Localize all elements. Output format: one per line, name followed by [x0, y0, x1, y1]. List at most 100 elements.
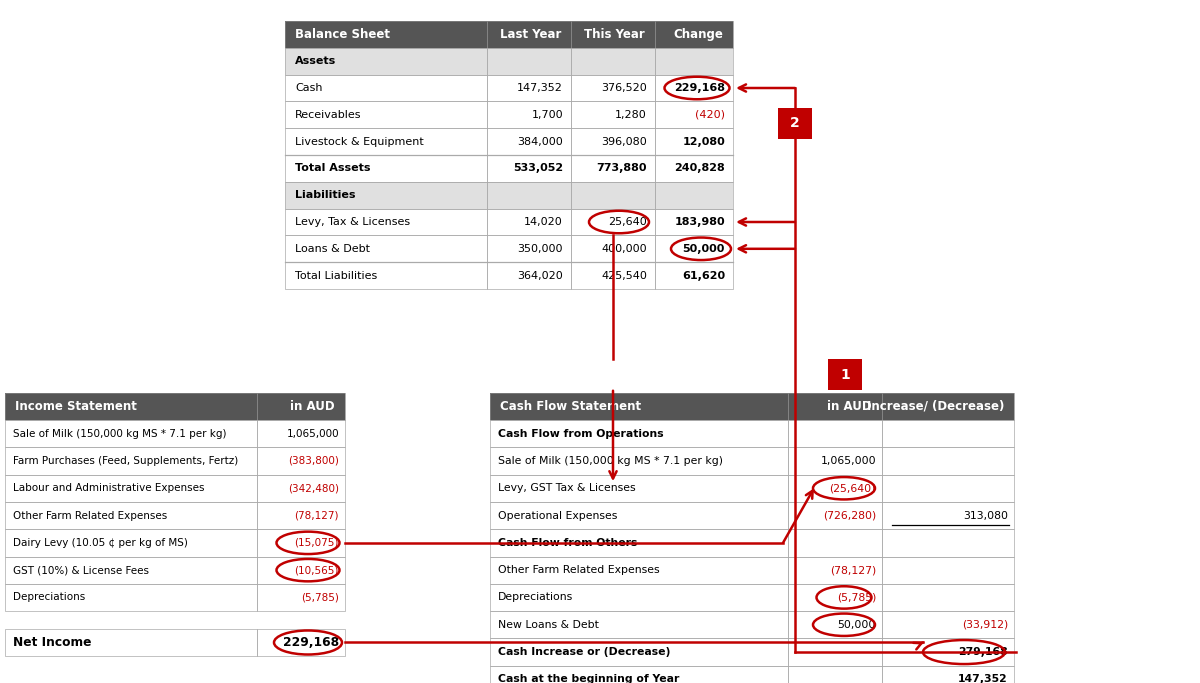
Text: 61,620: 61,620	[682, 270, 725, 281]
Bar	[5, 584, 257, 611]
Bar	[257, 420, 346, 447]
Bar	[286, 155, 487, 182]
Bar	[490, 666, 788, 683]
Text: Total Liabilities: Total Liabilities	[295, 270, 377, 281]
Bar	[882, 529, 1014, 557]
Text: (5,785): (5,785)	[301, 592, 338, 602]
Bar	[487, 101, 571, 128]
Bar	[490, 502, 788, 529]
Bar	[788, 502, 882, 529]
Text: Farm Purchases (Feed, Supplements, Fertz): Farm Purchases (Feed, Supplements, Fertz…	[13, 456, 239, 466]
Text: 1: 1	[840, 367, 850, 382]
Bar	[571, 48, 655, 74]
Bar	[788, 420, 882, 447]
Bar	[882, 502, 1014, 529]
Bar	[655, 208, 733, 236]
Bar	[882, 611, 1014, 639]
Text: 376,520: 376,520	[601, 83, 647, 93]
Bar	[490, 557, 788, 584]
Text: Livestock & Equipment: Livestock & Equipment	[295, 137, 424, 147]
Text: Liabilities: Liabilities	[295, 190, 355, 200]
Bar	[571, 236, 655, 262]
Text: Levy, GST Tax & Licenses: Levy, GST Tax & Licenses	[498, 484, 636, 493]
Text: 1,065,000: 1,065,000	[287, 429, 338, 438]
Bar	[286, 262, 487, 289]
Bar	[882, 584, 1014, 611]
Bar	[490, 557, 788, 584]
Bar	[788, 584, 882, 611]
Bar	[286, 48, 487, 74]
Bar	[5, 629, 257, 656]
Bar	[490, 393, 788, 420]
Bar	[882, 475, 1014, 502]
Bar	[788, 666, 882, 683]
Bar	[571, 128, 655, 155]
Bar	[286, 182, 487, 208]
Text: 2: 2	[790, 116, 800, 130]
Bar	[882, 502, 1014, 529]
Bar	[571, 74, 655, 101]
Bar	[490, 666, 788, 683]
Bar	[5, 629, 257, 656]
Bar	[571, 182, 655, 208]
Bar	[257, 529, 346, 557]
Bar	[5, 420, 257, 447]
Text: 1,065,000: 1,065,000	[821, 456, 876, 466]
Bar	[487, 155, 571, 182]
Bar	[5, 420, 257, 447]
Bar	[487, 182, 571, 208]
Bar	[5, 584, 257, 611]
Text: (78,127): (78,127)	[829, 565, 876, 575]
Text: 384,000: 384,000	[517, 137, 563, 147]
Text: 533,052: 533,052	[512, 163, 563, 173]
Bar	[788, 447, 882, 475]
Bar	[490, 475, 788, 502]
Text: 229,168: 229,168	[283, 636, 338, 649]
Bar	[490, 502, 788, 529]
Bar	[5, 475, 257, 502]
Bar	[487, 48, 571, 74]
Bar	[788, 666, 882, 683]
Text: (78,127): (78,127)	[294, 511, 338, 520]
Bar	[286, 21, 487, 48]
Bar	[655, 236, 733, 262]
Text: (33,912): (33,912)	[961, 619, 1008, 630]
Bar	[286, 74, 487, 101]
Bar	[5, 393, 257, 420]
Bar	[655, 128, 733, 155]
Bar	[571, 155, 655, 182]
Bar	[286, 48, 487, 74]
Bar	[257, 420, 346, 447]
Bar	[487, 48, 571, 74]
Bar	[487, 21, 571, 48]
Bar	[788, 420, 882, 447]
Bar	[490, 611, 788, 639]
Bar	[571, 101, 655, 128]
Bar	[5, 447, 257, 475]
Text: Income Statement: Income Statement	[16, 400, 137, 413]
Bar	[571, 208, 655, 236]
Bar	[788, 475, 882, 502]
Text: 229,168: 229,168	[674, 83, 725, 93]
Text: (383,800): (383,800)	[288, 456, 338, 466]
Bar	[882, 447, 1014, 475]
Bar	[5, 502, 257, 529]
Bar	[571, 208, 655, 236]
Bar	[257, 475, 346, 502]
Text: 12,080: 12,080	[683, 137, 725, 147]
Text: (10,565): (10,565)	[295, 565, 338, 575]
Text: Net Income: Net Income	[13, 636, 91, 649]
Bar	[788, 475, 882, 502]
Bar	[882, 611, 1014, 639]
Bar	[788, 502, 882, 529]
Bar	[490, 447, 788, 475]
Text: 1,280: 1,280	[616, 110, 647, 120]
Text: Depreciations: Depreciations	[13, 592, 85, 602]
Text: Sale of Milk (150,000 kg MS * 7.1 per kg): Sale of Milk (150,000 kg MS * 7.1 per kg…	[13, 429, 227, 438]
Bar	[882, 557, 1014, 584]
Bar	[487, 74, 571, 101]
Bar	[286, 128, 487, 155]
Bar	[655, 128, 733, 155]
Bar	[5, 393, 257, 420]
Text: Other Farm Related Expenses: Other Farm Related Expenses	[13, 511, 167, 520]
